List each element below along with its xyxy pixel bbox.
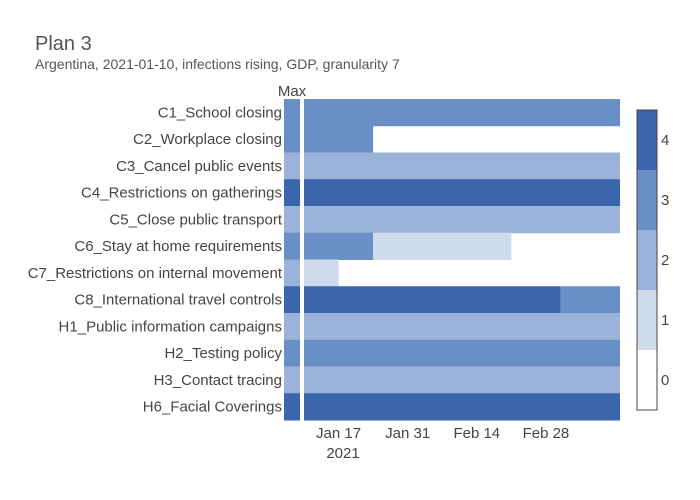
heatmap-cell	[304, 206, 620, 234]
row-label: H3_Contact tracing	[154, 372, 282, 389]
heatmap-cells	[304, 99, 620, 421]
heatmap-cell	[304, 179, 620, 207]
max-cell	[284, 99, 300, 127]
colorbar-outline	[636, 109, 658, 411]
heatmap-cell	[373, 232, 512, 260]
row-label: C4_Restrictions on gatherings	[81, 185, 282, 202]
heatmap-cell	[560, 286, 620, 314]
max-cell	[284, 259, 300, 287]
colorbar-band	[637, 350, 657, 411]
heatmap-cell	[304, 366, 620, 394]
row-label: C5_Close public transport	[109, 211, 282, 228]
max-cell	[284, 232, 300, 260]
row-label: H1_Public information campaigns	[59, 318, 282, 335]
max-cell	[284, 125, 300, 153]
colorbar-tick-label: 4	[661, 132, 669, 149]
x-tick-label: Jan 31	[385, 425, 430, 442]
row-label: C1_School closing	[158, 104, 282, 121]
heatmap-cell	[304, 125, 374, 153]
row-label: C6_Stay at home requirements	[74, 238, 282, 255]
row-label: C2_Workplace closing	[133, 131, 282, 148]
colorbar-band	[637, 170, 657, 231]
row-label: C7_Restrictions on internal movement	[28, 265, 283, 282]
max-column-label: Max	[278, 83, 307, 100]
x-axis-ticks: Jan 17 Jan 31 Feb 14 Feb 28	[316, 425, 569, 442]
heatmap-cell	[304, 99, 620, 127]
x-year-label: 2021	[326, 445, 359, 462]
max-cell	[284, 206, 300, 234]
heatmap-cell	[304, 313, 620, 341]
colorbar-tick-label: 0	[661, 372, 669, 389]
row-label: C3_Cancel public events	[116, 158, 282, 175]
max-cell	[284, 179, 300, 207]
max-column	[284, 99, 300, 421]
row-label: C8_International travel controls	[74, 292, 282, 309]
colorbar-band	[637, 230, 657, 291]
max-cell	[284, 366, 300, 394]
heatmap-cell	[304, 393, 620, 421]
heatmap-cell	[304, 286, 561, 314]
colorbar-tick-label: 3	[661, 192, 669, 209]
row-labels: C1_School closing C2_Workplace closing C3_…	[28, 104, 283, 415]
max-cell	[284, 339, 300, 367]
heatmap-cell	[304, 259, 339, 287]
heatmap-cell	[304, 232, 374, 260]
row-label: H6_Facial Coverings	[143, 399, 282, 416]
colorbar-band	[637, 110, 657, 171]
x-tick-label: Feb 14	[453, 425, 500, 442]
max-cell	[284, 313, 300, 341]
max-cell	[284, 286, 300, 314]
max-cell	[284, 393, 300, 421]
colorbar-tick-label: 2	[661, 252, 669, 269]
heatmap-cell	[304, 152, 620, 180]
max-cell	[284, 152, 300, 180]
x-tick-label: Jan 17	[316, 425, 361, 442]
colorbar-tick-label: 1	[661, 312, 669, 329]
colorbar-band	[637, 290, 657, 351]
heatmap-cell	[304, 339, 620, 367]
colorbar: 0 1 2 3 4	[636, 109, 669, 411]
x-tick-label: Feb 28	[523, 425, 570, 442]
chart-subtitle: Argentina, 2021-01-10, infections rising…	[35, 56, 400, 72]
row-label: H2_Testing policy	[164, 345, 282, 362]
chart-title: Plan 3	[35, 33, 92, 55]
